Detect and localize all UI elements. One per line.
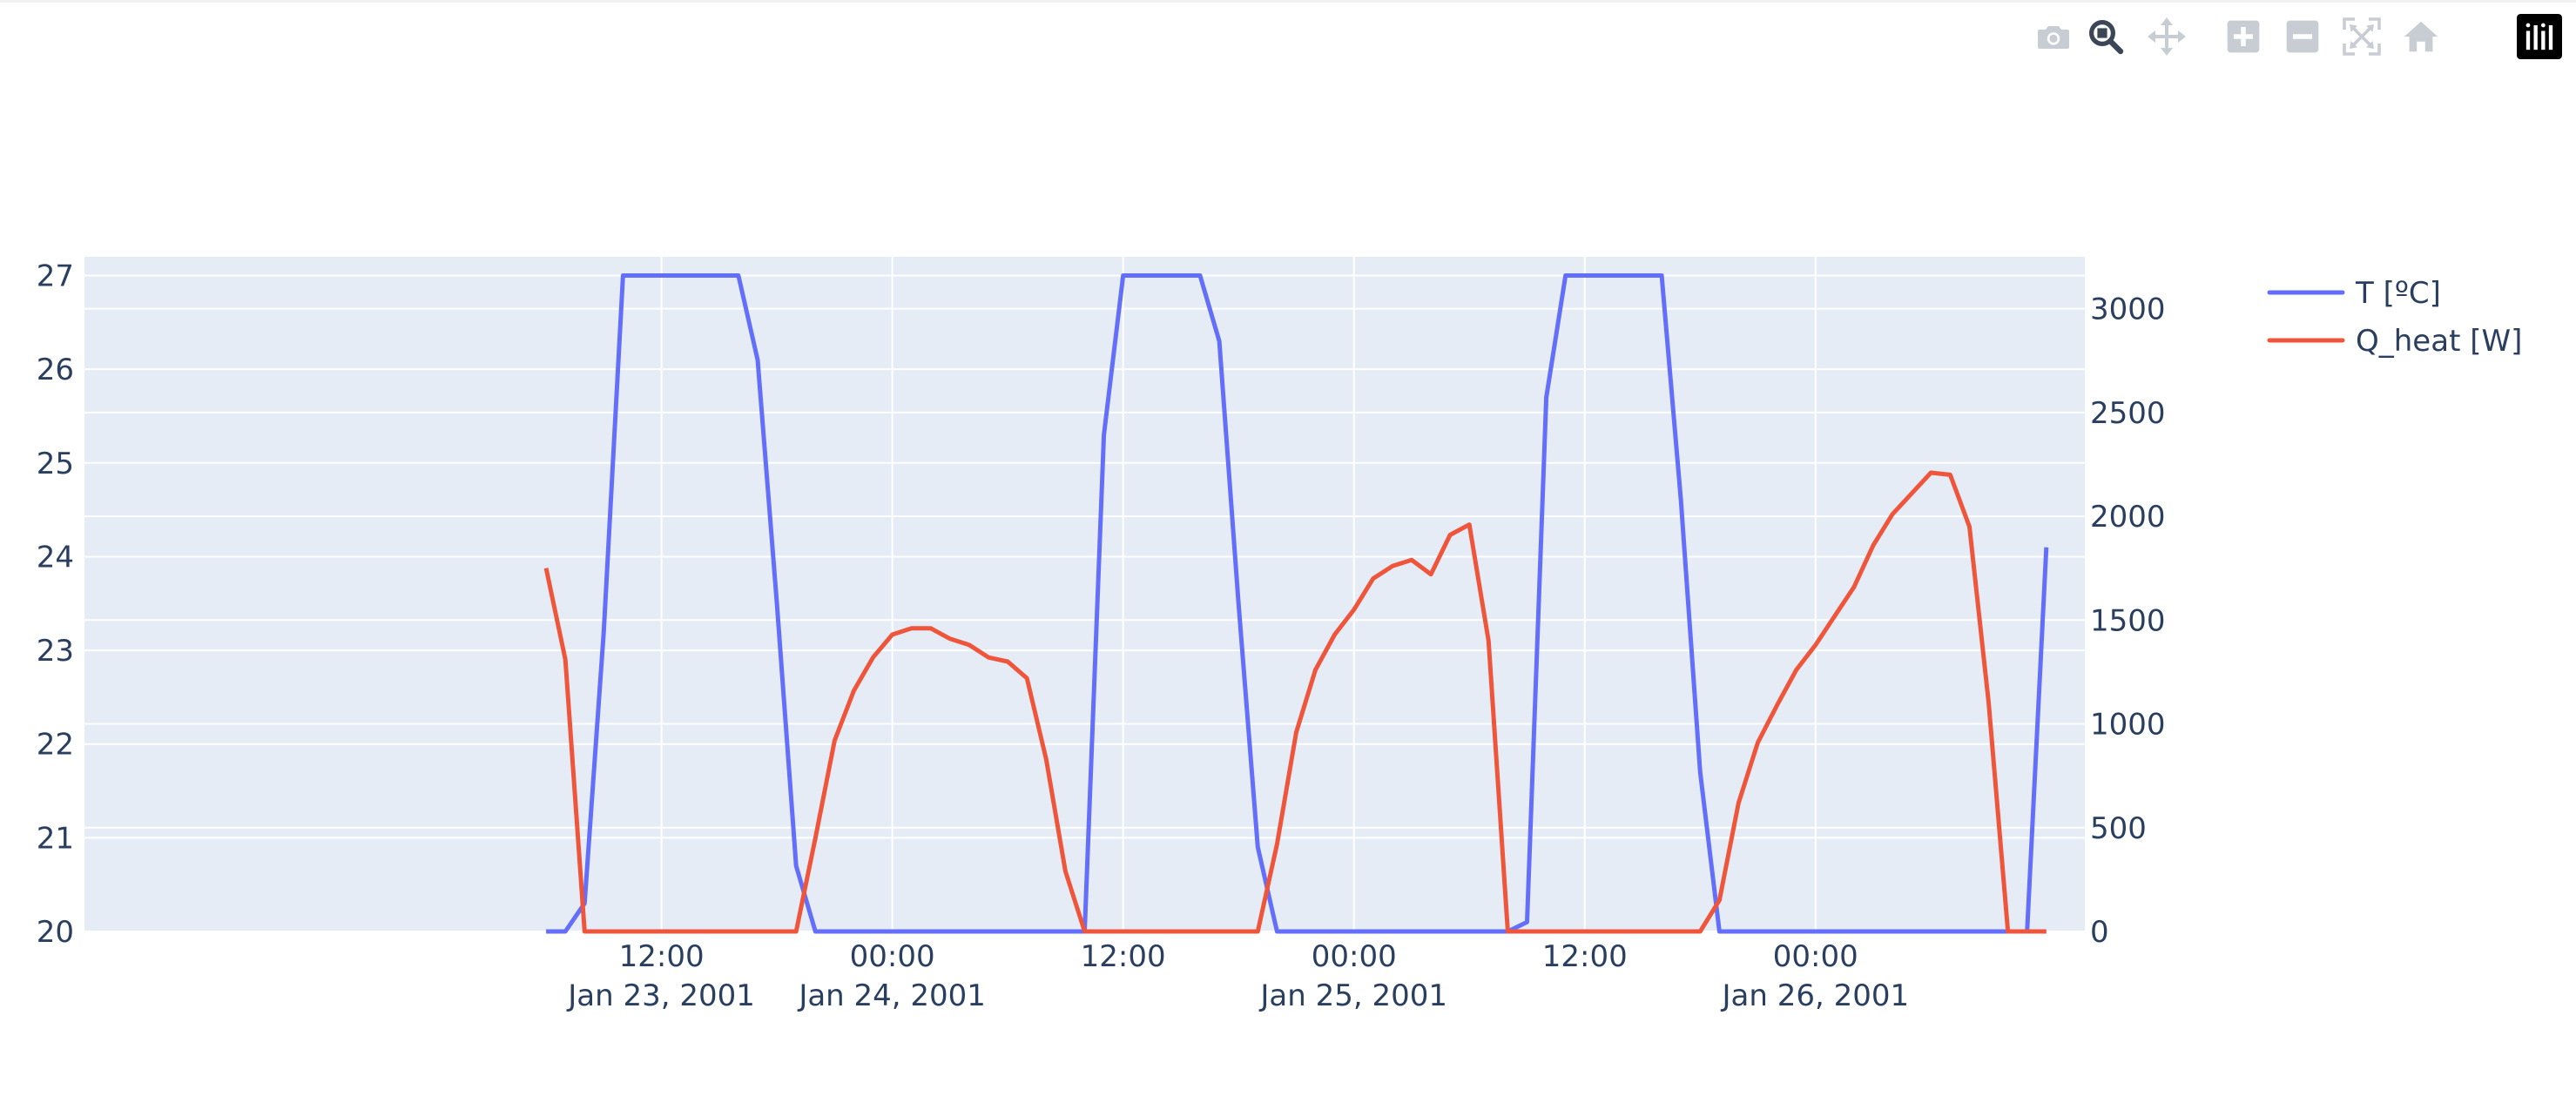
x-tick-label: 12:00 (1542, 939, 1628, 974)
plotly-logo-icon[interactable] (2515, 12, 2564, 61)
y-tick-label: 27 (37, 259, 74, 294)
legend-label-q-heat: Q_heat [W] (2356, 324, 2522, 359)
zoom-in-icon[interactable] (2219, 12, 2268, 61)
x-tick-label: 12:00 (619, 939, 705, 974)
legend-label-t: T [ºC] (2355, 276, 2441, 311)
series-line-q-heat[interactable] (543, 470, 2047, 934)
y-tick-label: 25 (37, 447, 74, 481)
autoscale-icon[interactable] (2337, 12, 2386, 61)
y-tick-label: 23 (37, 634, 74, 669)
y-tick-label: 21 (37, 821, 74, 856)
y-axis-left: 20 21 22 23 24 25 26 27 (37, 259, 74, 950)
plot-area[interactable] (84, 257, 2085, 931)
x-tick-label: 00:00 (1312, 939, 1397, 974)
x-tick-label: 12:00 (1081, 939, 1166, 974)
y-axis-right: 0 500 1000 1500 2000 2500 3000 (2090, 292, 2166, 950)
pan-icon[interactable] (2142, 12, 2191, 61)
y-tick-label: 20 (37, 915, 74, 950)
zoom-out-icon[interactable] (2278, 12, 2327, 61)
grid (84, 257, 2085, 932)
camera-icon[interactable] (2029, 12, 2078, 61)
y2-tick-label: 500 (2090, 811, 2147, 846)
y-tick-label: 22 (37, 728, 74, 763)
legend: T [ºC] Q_heat [W] (2267, 276, 2522, 359)
y2-tick-label: 3000 (2090, 292, 2166, 327)
x-tick-date-label: Jan 25, 2001 (1258, 978, 1447, 1013)
y2-tick-label: 2000 (2090, 500, 2166, 534)
y-tick-label: 26 (37, 353, 74, 387)
x-axis: 12:00 Jan 23, 2001 00:00 Jan 24, 2001 12:00 0… (566, 939, 1909, 1013)
legend-item-q-heat[interactable]: Q_heat [W] (2267, 324, 2522, 359)
x-tick-label: 00:00 (850, 939, 935, 974)
series-line-t[interactable] (546, 273, 2049, 934)
reset-axes-icon[interactable] (2397, 12, 2445, 61)
y2-tick-label: 1000 (2090, 708, 2166, 743)
x-tick-date-label: Jan 26, 2001 (1720, 978, 1909, 1013)
modebar (2029, 12, 2569, 61)
y2-tick-label: 2500 (2090, 396, 2166, 431)
legend-item-t[interactable]: T [ºC] (2267, 276, 2441, 311)
series-layer (543, 273, 2049, 934)
x-tick-label: 00:00 (1773, 939, 1858, 974)
top-border (0, 0, 2576, 3)
x-tick-date-label: Jan 24, 2001 (797, 978, 986, 1013)
y2-tick-label: 1500 (2090, 603, 2166, 638)
zoom-icon[interactable] (2081, 12, 2130, 61)
x-tick-date-label: Jan 23, 2001 (566, 978, 755, 1013)
y2-tick-label: 0 (2090, 915, 2109, 950)
y-tick-label: 24 (37, 540, 74, 575)
